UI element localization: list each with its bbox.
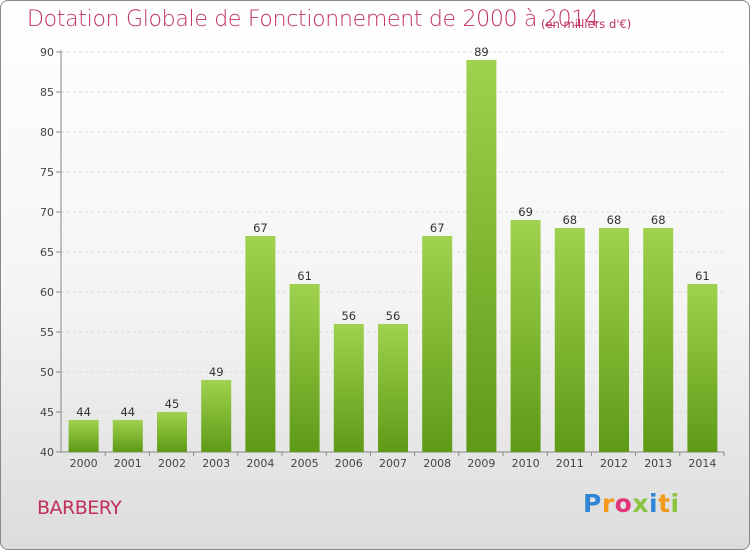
x-tick-label: 2011: [556, 457, 584, 470]
x-tick-label: 2006: [335, 457, 363, 470]
data-label: 61: [297, 269, 312, 283]
data-label: 69: [518, 205, 533, 219]
x-tick-label: 2002: [158, 457, 186, 470]
bar: [68, 420, 99, 452]
bar: [422, 236, 453, 452]
bar: [333, 324, 364, 452]
logo-letter: i: [649, 489, 659, 518]
bar: [157, 412, 187, 452]
logo-letter: t: [658, 489, 671, 518]
x-tick-label: 2012: [600, 457, 628, 470]
y-tick-label: 70: [40, 206, 54, 219]
data-label: 61: [695, 269, 710, 283]
x-tick-label: 2001: [114, 457, 142, 470]
data-label: 56: [341, 309, 356, 323]
x-tick-label: 2003: [202, 457, 230, 470]
y-tick-label: 90: [40, 46, 54, 59]
y-tick-label: 65: [40, 246, 54, 259]
chart-title: Dotation Globale de Fonctionnement de 20…: [27, 7, 599, 32]
logo-letter: o: [614, 489, 633, 518]
data-label: 68: [607, 213, 622, 227]
data-label: 44: [76, 405, 91, 419]
data-label: 49: [209, 365, 224, 379]
bar: [599, 228, 629, 452]
bar: [378, 324, 408, 452]
y-tick-label: 55: [40, 326, 54, 339]
x-tick-label: 2014: [688, 457, 716, 470]
logo-letter: i: [670, 489, 680, 518]
x-tick-label: 2013: [644, 457, 672, 470]
data-label: 67: [430, 221, 445, 235]
chart-subtitle: (en milliers d'€): [541, 17, 632, 31]
proxiti-logo: Proxiti: [583, 489, 680, 518]
y-tick-label: 75: [40, 166, 54, 179]
y-tick-label: 60: [40, 286, 54, 299]
x-tick-label: 2010: [512, 457, 540, 470]
y-tick-label: 40: [40, 446, 54, 459]
bar: [687, 284, 718, 452]
data-label: 67: [253, 221, 268, 235]
x-tick-label: 2007: [379, 457, 407, 470]
y-tick-label: 50: [40, 366, 54, 379]
x-tick-label: 2005: [291, 457, 319, 470]
data-label: 44: [120, 405, 135, 419]
x-tick-label: 2008: [423, 457, 451, 470]
bar: [466, 60, 497, 452]
y-tick-label: 45: [40, 406, 54, 419]
logo-letter: x: [632, 489, 649, 518]
x-tick-label: 2009: [467, 457, 495, 470]
data-label: 45: [165, 397, 180, 411]
y-tick-label: 85: [40, 86, 54, 99]
bar: [510, 220, 541, 452]
x-tick-label: 2000: [70, 457, 98, 470]
bar: [554, 228, 585, 452]
bar: [289, 284, 320, 452]
bar: [201, 380, 232, 452]
y-tick-label: 80: [40, 126, 54, 139]
x-tick-label: 2004: [246, 457, 274, 470]
data-label: 68: [651, 213, 666, 227]
bar: [643, 228, 674, 452]
data-label: 89: [474, 45, 489, 59]
data-label: 68: [562, 213, 577, 227]
data-label: 56: [386, 309, 401, 323]
bar: [245, 236, 276, 452]
bar: [112, 420, 143, 452]
commune-name: BARBERY: [37, 497, 122, 519]
logo-letter: r: [601, 489, 615, 518]
logo-letter: P: [583, 489, 602, 518]
